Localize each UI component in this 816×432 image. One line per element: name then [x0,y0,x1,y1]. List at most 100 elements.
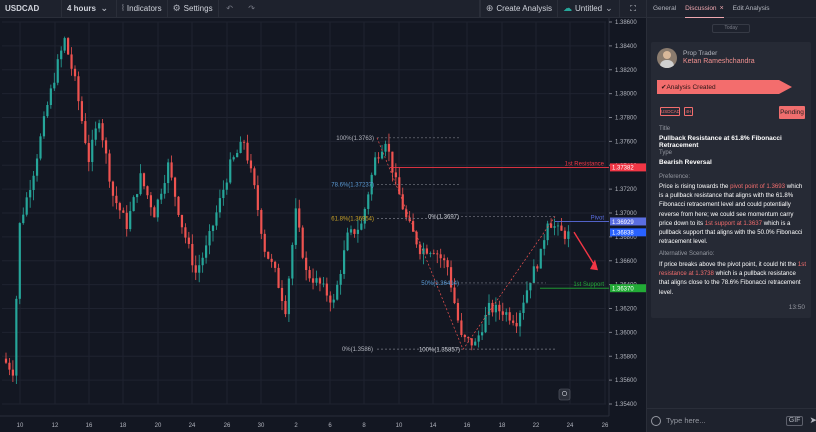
fibonacci-level-label: 0%(1.3697) [428,215,459,221]
body-text: If price breaks above the pivot point, i… [659,261,798,268]
title-label: Title [659,126,671,132]
candle-body [205,245,208,258]
candle-body [70,54,73,69]
candle-body [194,265,197,273]
candle-body [173,177,177,197]
tab-discussion[interactable]: Discussion × [685,0,724,18]
candle-body [236,152,239,158]
tab-label: General [653,5,677,12]
undo-button[interactable]: ↶ [219,0,241,18]
candle-body [191,243,194,266]
emoji-icon[interactable] [651,415,661,426]
candle-body [8,362,11,370]
tab-general[interactable]: General [653,0,676,18]
price-tag [610,284,646,293]
candle-body [553,226,556,228]
tab-edit-analysis[interactable]: Edit Analysis [733,0,770,18]
avatar-body [660,60,674,68]
candle-body [167,162,170,184]
message-input[interactable] [665,413,784,428]
candle-body [187,237,190,244]
candle-body [294,208,297,245]
x-tick-label: 26 [224,423,231,429]
settings-button[interactable]: ⚙ Settings [168,0,219,18]
price-tag [610,217,646,226]
interval-selector[interactable]: 4 hours ⌄ [62,0,117,18]
candle-body [136,194,139,198]
candle-body [208,231,211,246]
candle-body [443,258,446,261]
bulb-icon [561,390,567,396]
projection-arrow-line [573,231,595,265]
candle-body [467,337,470,339]
analysis-panel: General Discussion × Edit Analysis Today … [646,0,816,432]
y-tick-label: 1.36600 [615,259,637,265]
candle-body [156,199,159,218]
candle-body [463,335,466,338]
candle-body [263,233,266,252]
candle-body [274,261,277,268]
candle-body [536,266,539,269]
candle-body [277,267,280,288]
candle-body [142,173,146,187]
candle-body [198,265,201,273]
gear-icon: ⚙ [172,3,181,13]
candle-body [222,189,225,199]
y-tick-label: 1.38200 [615,68,637,74]
price-tag-label: 1.37382 [612,166,634,172]
candle-body [18,223,21,299]
candle-body [525,290,529,303]
candle-body [177,196,180,215]
candle-body [477,335,480,342]
candle-body [125,212,128,230]
candle-body [80,101,83,122]
x-tick-label: 20 [155,423,162,429]
layout-selector[interactable]: ☁ Untitled ⌄ [558,0,620,18]
candle-body [118,203,121,211]
candle-body [529,283,532,291]
candle-body [508,312,511,321]
candle-body [432,253,435,254]
symbol-search[interactable]: USDCAD [0,0,62,18]
send-icon[interactable]: ➤ [809,415,816,425]
candle-body [129,211,132,230]
avatar[interactable] [657,48,677,68]
candle-body [101,123,104,141]
fullscreen-button[interactable]: ⛶ [620,0,646,18]
candle-body [11,369,14,376]
chart-area[interactable]: 1.38600 1.38400 1.38200 1.38000 1.37800 1.376… [0,18,646,432]
close-icon[interactable]: × [719,4,724,12]
gif-button[interactable]: GIF [785,415,804,426]
candle-body [46,105,49,117]
type-value: Bearish Reversal [659,159,712,166]
candle-body [518,312,522,327]
body-text: Price is rising towards the [659,183,731,190]
price-tag-label: 1.36929 [612,220,634,226]
candlestick-chart[interactable]: 1.38600 1.38400 1.38200 1.38000 1.37800 1.376… [0,18,646,432]
candle-body [429,253,432,254]
indicators-button[interactable]: ⦚ Indicators [117,0,168,18]
candle-body [39,136,42,159]
top-toolbar: USDCAD 4 hours ⌄ ⦚ Indicators ⚙ Settings… [0,0,646,18]
y-tick-label: 1.38600 [615,20,637,26]
candle-body [415,231,418,245]
candle-body [25,197,28,215]
candle-body [77,76,80,102]
x-tick-label: 16 [464,423,471,429]
projection-arrowhead [590,259,598,271]
candle-body [180,214,184,228]
preference-text: Price is rising towards the pivot point … [659,182,807,246]
message-composer: GIF ➤ [647,408,816,432]
redo-button[interactable]: ↷ [241,0,263,18]
candle-body [149,195,152,208]
candle-body [215,212,218,226]
candle-body [218,198,221,213]
candle-body [532,266,535,284]
candle-body [253,168,256,186]
author-name[interactable]: Ketan Rameshchandra [683,58,755,65]
candle-body [163,183,166,194]
candle-body [56,59,59,83]
create-analysis-button[interactable]: ⊕ Create Analysis [479,0,558,18]
candle-body [73,68,77,77]
body-text: which is a pullback resistance that alig… [659,183,803,227]
